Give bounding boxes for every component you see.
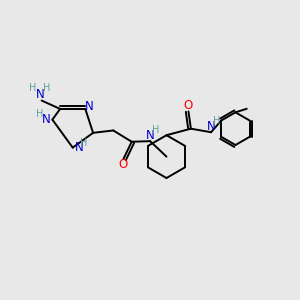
- Text: N: N: [85, 100, 94, 113]
- Text: H: H: [213, 116, 220, 126]
- Text: H: H: [28, 82, 36, 92]
- Text: H: H: [44, 82, 51, 92]
- Text: N: N: [75, 140, 84, 154]
- Text: O: O: [118, 158, 128, 171]
- Text: N: N: [36, 88, 45, 100]
- Text: H: H: [152, 125, 159, 135]
- Text: H: H: [80, 138, 88, 148]
- Text: H: H: [36, 109, 43, 119]
- Text: N: N: [207, 120, 216, 133]
- Text: N: N: [146, 129, 155, 142]
- Text: O: O: [184, 99, 193, 112]
- Text: N: N: [41, 112, 50, 125]
